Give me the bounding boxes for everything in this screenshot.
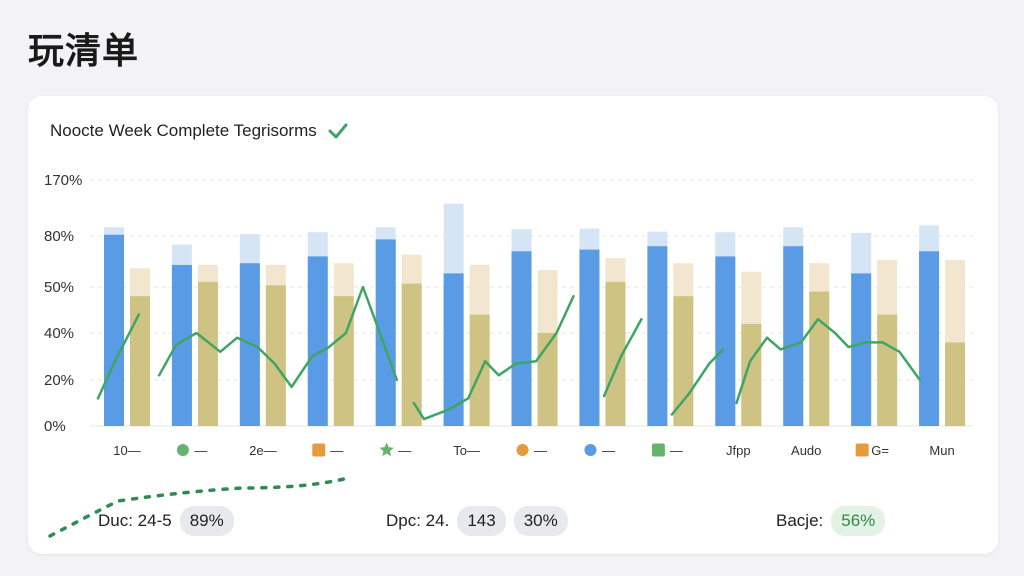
footer-right-value: 56%: [831, 506, 886, 536]
y-tick-label: 170%: [44, 172, 82, 189]
bar-main: [511, 251, 532, 426]
green-flower-icon: [175, 443, 190, 457]
bar-main: [171, 264, 192, 426]
footer-mid-label: Dpc: 24.: [386, 511, 450, 530]
bar-main: [375, 239, 396, 426]
x-category-label: —: [398, 443, 411, 458]
bar-main: [443, 273, 464, 426]
check-icon: [328, 123, 348, 139]
card-title: Noocte Week Complete Tegrisorms: [50, 121, 317, 140]
bar-main: [104, 234, 124, 426]
page-title: 玩清单: [28, 31, 140, 72]
bar-secondary: [265, 285, 286, 426]
trend-line-segment: [602, 317, 643, 398]
y-tick-label: 0%: [44, 418, 66, 435]
x-category-label: 10—: [113, 443, 140, 458]
card-header: Noocte Week Complete Tegrisorms: [50, 120, 349, 142]
bar-secondary: [673, 296, 694, 426]
bar-secondary: [537, 333, 558, 426]
x-category-label: —: [534, 443, 547, 458]
footer-left-value: 89%: [179, 506, 234, 536]
orange-box-icon: [855, 443, 869, 457]
orange-swirl-icon: [515, 443, 530, 457]
chart-card: 0% 20% 40% 50% 80% 170% 10— — 2e— — — To— — — — Jfpp Aud…: [28, 96, 998, 554]
x-category-label: —: [330, 443, 343, 458]
bar-secondary: [401, 283, 422, 426]
bar-secondary: [469, 314, 490, 426]
x-category-label: Jfpp: [726, 443, 751, 458]
x-category-label: Mun: [929, 443, 954, 458]
x-category-label: Audo: [791, 443, 821, 458]
bar-secondary: [130, 296, 150, 426]
trend-line-segment: [412, 294, 575, 421]
bar-secondary: [945, 342, 966, 426]
green-square-icon: [651, 443, 665, 457]
dotted-trail: [48, 476, 350, 538]
footer-mid: Dpc: 24. 143 30%: [386, 506, 568, 536]
x-category-label: 2e—: [249, 443, 276, 458]
green-star-icon: [379, 442, 394, 457]
footer-right: Bacje: 56%: [776, 506, 886, 536]
bar-secondary: [809, 291, 830, 426]
y-tick-label: 20%: [44, 372, 74, 389]
x-category-label: —: [194, 443, 207, 458]
x-category-label: To—: [453, 443, 480, 458]
bar-main: [579, 249, 600, 426]
x-category-label: G=: [871, 443, 889, 458]
footer-left-label: Duc: 24-5: [98, 511, 172, 530]
bar-secondary: [333, 296, 354, 426]
x-category-label: —: [602, 443, 615, 458]
footer-left: Duc: 24-5 89%: [98, 506, 234, 536]
bar-main: [919, 251, 940, 426]
orange-shield-icon: [312, 443, 326, 457]
trend-line-segment: [157, 285, 399, 389]
bar-main: [647, 246, 668, 426]
weekly-chart: 0% 20% 40% 50% 80% 170% 10— — 2e— — — To— — — — Jfpp Aud…: [44, 172, 973, 538]
trend-line-segment: [735, 317, 922, 405]
bar-main: [783, 246, 804, 426]
trend-line-segment: [670, 348, 725, 416]
trend-line-segment: [96, 313, 141, 400]
x-category-label: —: [670, 443, 683, 458]
bar-main: [851, 273, 872, 426]
bar-secondary: [877, 314, 898, 426]
bar-secondary: [197, 281, 218, 426]
blue-circle-icon: [583, 443, 598, 457]
bar-main: [715, 256, 736, 426]
y-tick-label: 40%: [44, 325, 74, 342]
footer-mid-value-a: 143: [457, 506, 506, 536]
bar-secondary: [605, 281, 626, 426]
bar-main: [307, 256, 328, 426]
y-tick-label: 80%: [44, 228, 74, 245]
bar-secondary: [741, 323, 762, 426]
footer-right-label: Bacje:: [776, 511, 824, 530]
footer-mid-value-b: 30%: [513, 506, 568, 536]
y-tick-label: 50%: [44, 279, 74, 296]
